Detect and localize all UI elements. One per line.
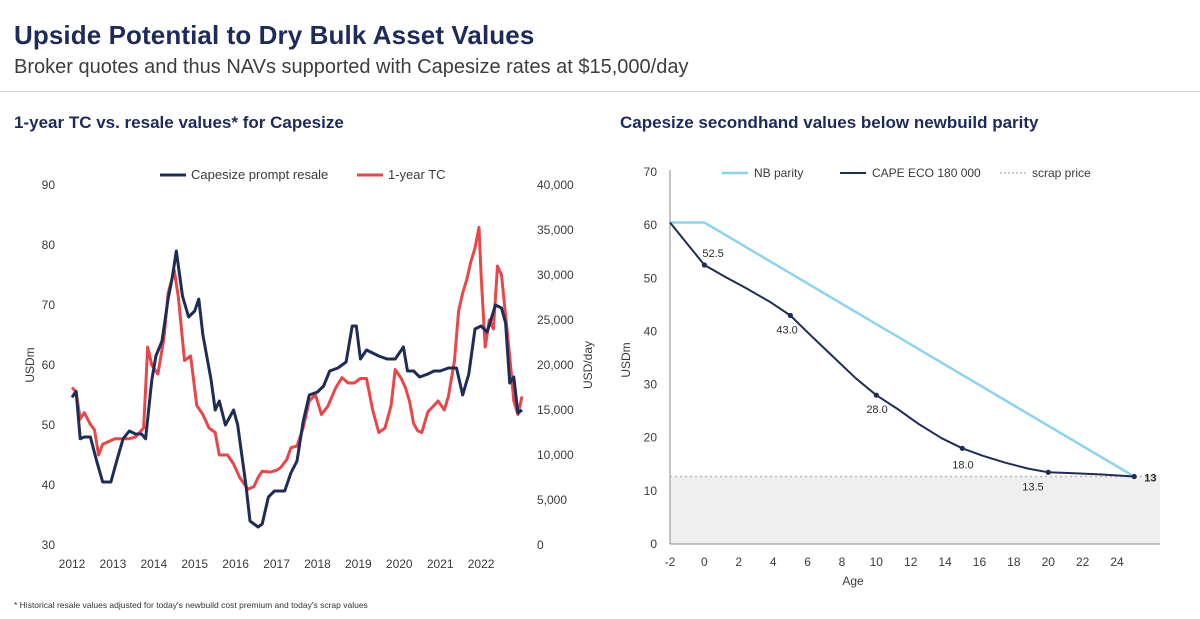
x-tick-label: 14	[938, 555, 952, 569]
x-tick-label: 16	[973, 555, 987, 569]
footnote: * Historical resale values adjusted for …	[14, 600, 368, 610]
x-tick-label: 2021	[427, 557, 454, 571]
y2-tick-label: 30,000	[537, 268, 574, 282]
header-divider	[0, 91, 1200, 92]
series-line-resale	[70, 249, 523, 529]
y2-tick-label: 0	[537, 538, 544, 552]
right-chart-title: Capesize secondhand values below newbuil…	[620, 113, 1039, 132]
x-tick-label: 2022	[468, 557, 495, 571]
scrap-shaded-area	[670, 476, 1160, 544]
x-tick-label: 20	[1042, 555, 1056, 569]
y2-tick-label: 10,000	[537, 448, 574, 462]
x-tick-label: 2013	[100, 557, 127, 571]
y-tick-label: 60	[42, 358, 56, 372]
x-tick-label: 2017	[263, 557, 290, 571]
x-axis-label: Age	[842, 574, 864, 588]
x-tick-label: 2012	[59, 557, 86, 571]
y-tick-label: 90	[42, 178, 56, 192]
x-tick-label: 2015	[181, 557, 208, 571]
data-label: 43.0	[776, 324, 797, 336]
nb-parity-line	[670, 221, 1135, 478]
x-tick-label: 2014	[140, 557, 167, 571]
y-tick-label: 50	[42, 418, 56, 432]
y2-tick-label: 40,000	[537, 178, 574, 192]
x-tick-label: 18	[1007, 555, 1021, 569]
x-tick-label: 2020	[386, 557, 413, 571]
y-tick-label: 30	[42, 538, 56, 552]
y2-tick-label: 25,000	[537, 313, 574, 327]
y2-tick-label: 15,000	[537, 403, 574, 417]
y-tick-label: 10	[644, 484, 658, 498]
y-tick-label: 70	[42, 298, 56, 312]
cape-eco-line	[669, 221, 1135, 478]
x-tick-label: 4	[770, 555, 777, 569]
page-title: Upside Potential to Dry Bulk Asset Value…	[14, 20, 535, 50]
x-tick-label: 2018	[304, 557, 331, 571]
data-point	[1045, 469, 1051, 475]
y-axis-label: USDm	[23, 347, 37, 382]
x-tick-label: 12	[904, 555, 918, 569]
data-point	[787, 312, 793, 319]
y-tick-label: 40	[42, 478, 56, 492]
x-tick-label: 0	[701, 555, 708, 569]
data-label: 52.5	[702, 248, 723, 260]
y-tick-label: 70	[644, 165, 658, 179]
legend-label: CAPE ECO 180 000	[872, 166, 981, 180]
y2-axis-label: USD/day	[581, 341, 595, 389]
data-point	[959, 445, 965, 451]
data-point	[1131, 473, 1137, 480]
data-point	[701, 262, 707, 268]
x-tick-label: -2	[665, 555, 676, 569]
resale-vs-tc-chart: 2012 2013 2014 2015 2016 2017 2018 2019 2020 2021…	[23, 167, 595, 571]
x-tick-label: 6	[804, 555, 811, 569]
y2-tick-label: 20,000	[537, 358, 574, 372]
legend-label: scrap price	[1032, 166, 1091, 180]
x-tick-label: 8	[839, 555, 846, 569]
x-tick-label: 2019	[345, 557, 372, 571]
series-line-tc	[70, 225, 524, 491]
data-point	[873, 392, 879, 398]
legend-label: NB parity	[754, 166, 803, 180]
legend-label: 1-year TC	[388, 167, 446, 182]
x-tick-label: 22	[1076, 555, 1090, 569]
y-tick-label: 80	[42, 238, 56, 252]
data-label: 18.0	[952, 459, 973, 471]
legend-label: Capesize prompt resale	[191, 167, 328, 182]
y-tick-label: 50	[644, 271, 658, 285]
left-chart-title: 1-year TC vs. resale values* for Capesiz…	[14, 113, 344, 132]
y-tick-label: 60	[644, 218, 658, 232]
x-tick-label: 2016	[222, 557, 249, 571]
data-label: 28.0	[866, 404, 887, 416]
x-tick-label: 2	[735, 555, 742, 569]
page-subtitle: Broker quotes and thus NAVs supported wi…	[14, 56, 689, 78]
x-tick-label: 24	[1110, 555, 1124, 569]
x-tick-label: 10	[870, 555, 884, 569]
y2-tick-label: 35,000	[537, 223, 574, 237]
y2-tick-label: 5,000	[537, 493, 567, 507]
data-label: 13	[1144, 473, 1156, 485]
data-label: 13.5	[1022, 481, 1043, 493]
y-tick-label: 30	[644, 378, 658, 392]
y-tick-label: 40	[644, 324, 658, 338]
y-tick-label: 20	[644, 431, 658, 445]
y-axis-label: USDm	[619, 342, 633, 377]
y-tick-label: 0	[650, 537, 657, 551]
